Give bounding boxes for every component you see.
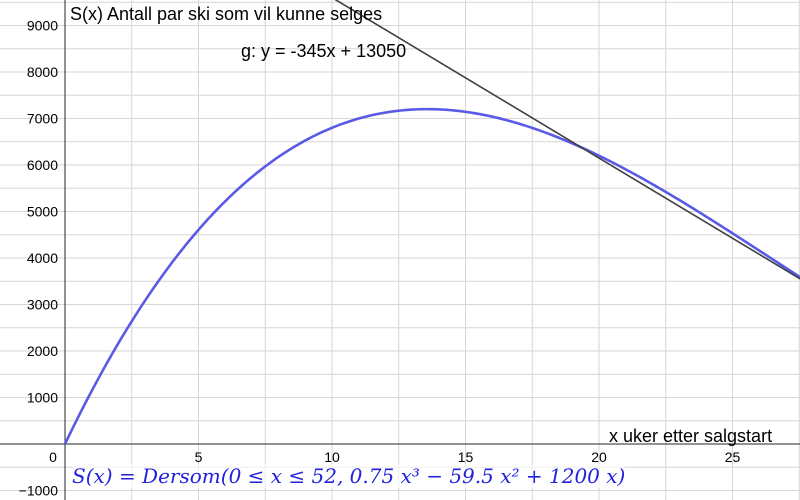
y-axis-title: S(x) Antall par ski som vil kunne selges bbox=[70, 4, 382, 24]
x-tick-label: 0 bbox=[49, 449, 57, 465]
y-tick-label: −1000 bbox=[19, 483, 59, 499]
tangent-line[interactable] bbox=[332, 0, 800, 500]
function-curve[interactable] bbox=[63, 107, 800, 445]
x-tick-label: 5 bbox=[195, 449, 203, 465]
y-tick-label: 3000 bbox=[27, 297, 58, 313]
y-tick-label: 1000 bbox=[27, 390, 58, 406]
tangent-line-label: g: y = -345x + 13050 bbox=[241, 41, 406, 61]
x-tick-label: 15 bbox=[458, 449, 474, 465]
y-tick-label: 9000 bbox=[27, 18, 58, 34]
y-tick-label: 4000 bbox=[27, 250, 58, 266]
y-tick-label: 7000 bbox=[27, 111, 58, 127]
y-tick-label: 2000 bbox=[27, 343, 58, 359]
y-tick-label: 5000 bbox=[27, 204, 58, 220]
x-axis-title: x uker etter salgstart bbox=[609, 426, 772, 446]
annotations: g: y = -345x + 13050a = -345D = (30, 270… bbox=[241, 41, 406, 61]
x-tick-label: 10 bbox=[324, 449, 340, 465]
x-tick-label: 20 bbox=[591, 449, 607, 465]
series bbox=[63, 0, 800, 500]
tick-labels: 05101520253035404550−1000100020003000400… bbox=[19, 18, 741, 499]
y-tick-label: 8000 bbox=[27, 64, 58, 80]
x-tick-label: 25 bbox=[725, 449, 741, 465]
formula-bar[interactable]: S(x) = Dersom(0 ≤ x ≤ 52, 0.75 x³ − 59.5… bbox=[72, 464, 626, 488]
y-tick-label: 6000 bbox=[27, 157, 58, 173]
